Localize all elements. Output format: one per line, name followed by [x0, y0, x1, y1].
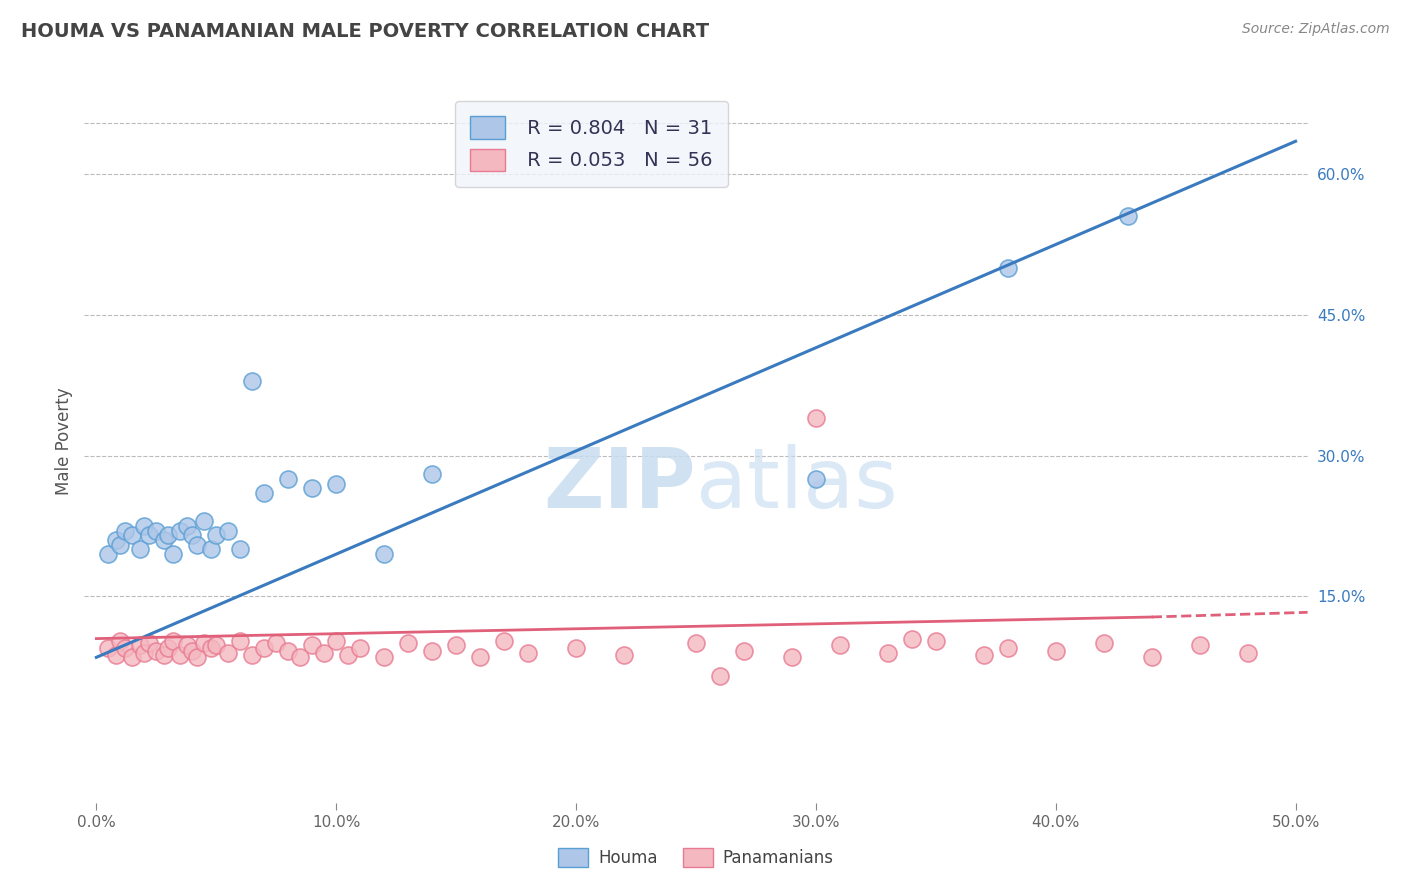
Point	[217, 524, 239, 538]
Point	[709, 669, 731, 683]
Point	[420, 467, 443, 482]
Point	[290, 650, 312, 665]
Point	[176, 519, 198, 533]
Text: Source: ZipAtlas.com: Source: ZipAtlas.com	[1241, 22, 1389, 37]
Point	[373, 547, 395, 561]
Point	[229, 634, 252, 648]
Point	[253, 640, 276, 655]
Point	[925, 634, 948, 648]
Point	[145, 644, 167, 658]
Point	[685, 636, 707, 650]
Point	[110, 538, 132, 552]
Point	[1140, 650, 1163, 665]
Point	[349, 640, 371, 655]
Point	[104, 648, 127, 662]
Point	[169, 648, 191, 662]
Point	[1045, 644, 1067, 658]
Point	[97, 640, 120, 655]
Point	[565, 640, 588, 655]
Legend: Houma, Panamanians: Houma, Panamanians	[551, 841, 841, 874]
Point	[193, 636, 215, 650]
Point	[325, 634, 347, 648]
Point	[121, 528, 143, 542]
Point	[1236, 646, 1258, 660]
Point	[110, 634, 132, 648]
Point	[517, 646, 540, 660]
Point	[828, 638, 851, 652]
Point	[876, 646, 898, 660]
Point	[1092, 636, 1115, 650]
Point	[264, 636, 287, 650]
Point	[217, 646, 239, 660]
Point	[468, 650, 491, 665]
Point	[494, 634, 516, 648]
Point	[152, 533, 174, 547]
Point	[186, 650, 208, 665]
Point	[613, 648, 636, 662]
Text: ZIP: ZIP	[544, 444, 696, 525]
Point	[973, 648, 995, 662]
Point	[444, 638, 467, 652]
Point	[200, 542, 222, 557]
Point	[240, 374, 263, 388]
Point	[997, 260, 1019, 275]
Point	[277, 644, 299, 658]
Point	[205, 638, 228, 652]
Point	[193, 514, 215, 528]
Point	[128, 542, 150, 557]
Point	[169, 524, 191, 538]
Point	[1188, 638, 1211, 652]
Point	[104, 533, 127, 547]
Point	[240, 648, 263, 662]
Point	[314, 646, 336, 660]
Point	[114, 524, 136, 538]
Point	[114, 640, 136, 655]
Point	[229, 542, 252, 557]
Point	[804, 411, 827, 425]
Text: atlas: atlas	[696, 444, 897, 525]
Point	[301, 638, 323, 652]
Point	[145, 524, 167, 538]
Y-axis label: Male Poverty: Male Poverty	[55, 388, 73, 495]
Point	[181, 644, 204, 658]
Point	[396, 636, 419, 650]
Point	[997, 640, 1019, 655]
Point	[157, 528, 180, 542]
Point	[138, 528, 160, 542]
Point	[337, 648, 360, 662]
Point	[804, 472, 827, 486]
Point	[1116, 210, 1139, 224]
Point	[162, 634, 184, 648]
Point	[901, 632, 924, 646]
Text: HOUMA VS PANAMANIAN MALE POVERTY CORRELATION CHART: HOUMA VS PANAMANIAN MALE POVERTY CORRELA…	[21, 22, 709, 41]
Point	[162, 547, 184, 561]
Point	[134, 519, 156, 533]
Point	[253, 486, 276, 500]
Point	[205, 528, 228, 542]
Point	[186, 538, 208, 552]
Point	[121, 650, 143, 665]
Point	[200, 640, 222, 655]
Point	[181, 528, 204, 542]
Point	[301, 482, 323, 496]
Point	[97, 547, 120, 561]
Point	[373, 650, 395, 665]
Point	[325, 476, 347, 491]
Point	[277, 472, 299, 486]
Point	[152, 648, 174, 662]
Point	[733, 644, 755, 658]
Point	[176, 638, 198, 652]
Point	[157, 640, 180, 655]
Point	[128, 638, 150, 652]
Point	[780, 650, 803, 665]
Point	[134, 646, 156, 660]
Point	[420, 644, 443, 658]
Point	[138, 636, 160, 650]
